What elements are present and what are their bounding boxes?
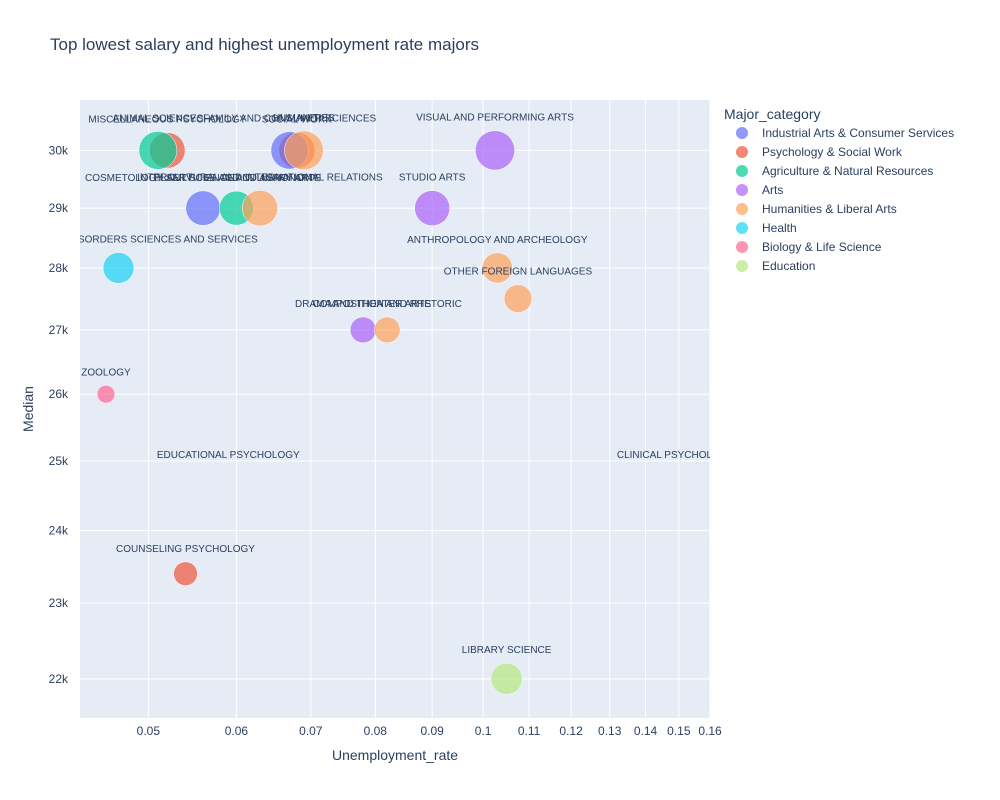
legend-entry-label: Industrial Arts & Consumer Services [762, 126, 954, 140]
point-marker [414, 190, 450, 226]
x-tick-label: 0.05 [137, 724, 161, 738]
point-label: COMMUNICATION DISORDERS SCIENCES AND SER… [0, 234, 258, 245]
point-marker [173, 561, 198, 586]
y-tick-label: 23k [49, 596, 69, 610]
y-tick-label: 26k [49, 387, 69, 401]
legend-swatch [736, 203, 748, 215]
point-marker [349, 316, 377, 344]
x-axis-title: Unemployment_rate [332, 747, 458, 763]
legend-entry-label: Agriculture & Natural Resources [762, 164, 933, 178]
legend-entry-label: Education [762, 259, 815, 273]
point-label: LIBRARY SCIENCE [462, 645, 552, 656]
legend-entry-label: Psychology & Social Work [762, 145, 903, 159]
point-label: STUDIO ARTS [399, 173, 466, 184]
point-label: OTHER FOREIGN LANGUAGES [444, 267, 593, 278]
point-label: FAMILY AND CONSUMER SCIENCES [203, 114, 376, 125]
x-tick-label: 0.12 [559, 724, 583, 738]
point-marker [503, 284, 533, 313]
legend-swatch [736, 222, 748, 234]
point-marker [138, 131, 178, 170]
y-axis-title: Median [20, 386, 36, 432]
point-label: COUNSELING PSYCHOLOGY [116, 544, 255, 555]
y-tick-label: 30k [49, 143, 69, 157]
axis-ticks: 0.05 0.06 0.07 0.08 0.09 0.1 0.11 0.12 0.13 0.14 0… [49, 143, 722, 738]
y-tick-label: 22k [49, 672, 69, 686]
x-tick-label: 0.1 [475, 724, 492, 738]
legend-swatch [736, 127, 748, 139]
point-label: SOCIAL WORK [262, 114, 333, 125]
point-marker [96, 385, 116, 404]
point-label: ZOOLOGY [81, 367, 131, 378]
legend-entry-label: Biology & Life Science [762, 240, 882, 254]
chart-title: Top lowest salary and highest unemployme… [50, 35, 479, 54]
y-tick-label: 24k [49, 524, 69, 538]
point-label: CLINICAL PSYCHOLOGY [617, 450, 735, 461]
x-tick-label: 0.09 [420, 724, 444, 738]
y-tick-label: 25k [49, 454, 69, 468]
legend-swatch [736, 241, 748, 253]
point-label: INTERCULTURAL AND INTERNATIONAL RELATION… [137, 172, 383, 183]
x-tick-label: 0.07 [299, 724, 323, 738]
point-label: PLANT SCIENCE AND AGRONOMY [154, 173, 319, 184]
y-tick-label: 27k [49, 323, 69, 337]
point-label: EDUCATIONAL PSYCHOLOGY [157, 450, 300, 461]
y-tick-label: 28k [49, 261, 69, 275]
point-marker [374, 316, 401, 344]
y-tick-label: 29k [49, 201, 69, 215]
point-label: COMPOSITION AND RHETORIC [313, 299, 462, 310]
point-label: VISUAL AND PERFORMING ARTS [416, 113, 574, 124]
point-marker [102, 252, 135, 284]
point-marker [481, 252, 513, 284]
point-marker [475, 130, 515, 171]
plot-area [80, 100, 710, 718]
point-marker [185, 190, 221, 226]
x-tick-label: 0.14 [634, 724, 658, 738]
x-tick-label: 0.08 [364, 724, 388, 738]
legend-title: Major_category [724, 106, 821, 122]
legend-swatch [736, 260, 748, 272]
point-label: DRAMA AND THEATER ARTS [295, 299, 431, 310]
legend: Major_category Industrial Arts & Consume… [724, 106, 954, 273]
point-label: ANIMAL SCIENCES [113, 113, 204, 124]
legend-swatch [736, 184, 748, 196]
markers [96, 130, 533, 695]
x-tick-label: 0.11 [518, 724, 541, 738]
point-label: HUMANITIES [273, 113, 335, 124]
point-marker [241, 190, 279, 227]
legend-swatch [736, 146, 748, 158]
point-label: COSMETOLOGY SERVICES AND CULINARY ARTS [85, 173, 322, 184]
x-tick-label: 0.16 [698, 724, 722, 738]
point-label: ANTHROPOLOGY AND ARCHEOLOGY [407, 235, 588, 246]
legend-swatch [736, 165, 748, 177]
legend-entry-label: Arts [762, 183, 783, 197]
point-label: MISCELLANEOUS PSYCHOLOGY [88, 115, 246, 126]
x-tick-label: 0.06 [225, 724, 249, 738]
legend-entry-label: Humanities & Liberal Arts [762, 202, 897, 216]
point-marker [490, 662, 523, 695]
x-tick-label: 0.13 [598, 724, 622, 738]
legend-entry-label: Health [762, 221, 797, 235]
point-marker [284, 130, 324, 171]
x-tick-label: 0.15 [667, 724, 691, 738]
